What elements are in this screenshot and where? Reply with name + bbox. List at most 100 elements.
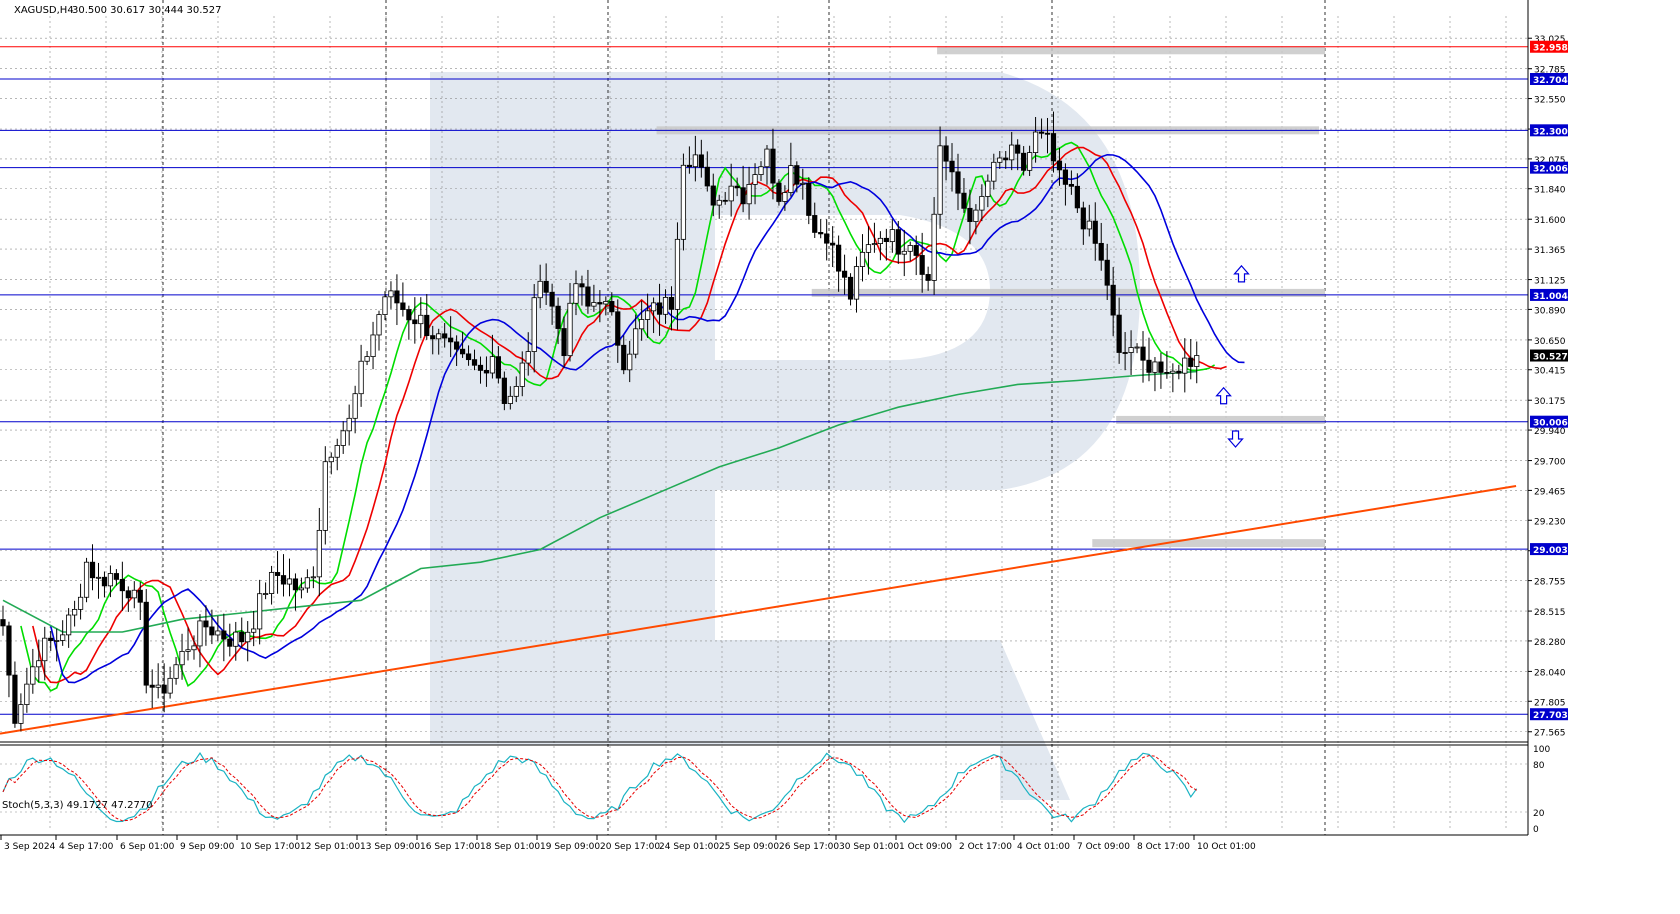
candle-body — [1146, 359, 1152, 373]
candle-body — [513, 386, 519, 397]
candle-body — [268, 572, 275, 594]
direction-arrows — [1215, 264, 1250, 448]
candle-body — [1128, 347, 1134, 353]
candle-body — [48, 637, 54, 641]
candle-body — [430, 335, 436, 340]
candle-body — [668, 297, 675, 310]
candle-body — [1194, 355, 1200, 367]
stoch-axis-label: 80 — [1533, 761, 1545, 771]
candle-body — [1164, 372, 1170, 374]
candle-body — [167, 677, 173, 694]
price-tag-label: 27.703 — [1533, 711, 1568, 721]
candle-body — [645, 310, 651, 320]
candle-body — [895, 229, 901, 255]
candle-body — [674, 238, 681, 310]
candle-body — [1015, 144, 1021, 154]
candle-body — [1170, 370, 1176, 374]
candle-body — [776, 182, 782, 202]
candle-body — [1086, 220, 1092, 230]
y-tick-label: 29.465 — [1534, 487, 1566, 497]
level-lines — [0, 46, 1528, 715]
x-tick-label: 7 Oct 09:00 — [1077, 842, 1130, 852]
candle-body — [656, 302, 663, 315]
candle-body — [477, 364, 484, 371]
candle-body — [442, 333, 448, 339]
candle-body — [388, 290, 394, 298]
candle-body — [364, 356, 370, 362]
y-tick-label: 28.280 — [1534, 638, 1566, 648]
candle-body — [6, 625, 12, 676]
candle-body — [346, 417, 352, 432]
candle-body — [424, 314, 430, 337]
candle-body — [1068, 183, 1074, 187]
candle-body — [495, 356, 501, 379]
stoch-label: Stoch(5,3,3) 49.1727 47.2770 — [2, 800, 153, 811]
candle-body — [1110, 284, 1116, 316]
candle-body — [597, 302, 603, 305]
candle-body — [191, 645, 197, 651]
candle-body — [471, 359, 478, 366]
candle-body — [525, 351, 531, 364]
candle-body — [507, 395, 513, 404]
candle-body — [937, 145, 943, 215]
candle-body — [692, 154, 698, 168]
x-tick-label: 25 Sep 09:00 — [719, 842, 779, 852]
candle-body — [465, 353, 472, 361]
candle-body — [841, 270, 848, 278]
candle-body — [113, 573, 119, 580]
candle-body — [1038, 131, 1045, 134]
candle-body — [197, 620, 203, 647]
candle-body — [746, 184, 752, 205]
candle-body — [609, 301, 615, 313]
price-tag — [1530, 349, 1568, 362]
y-tick-label: 28.755 — [1534, 578, 1566, 588]
candle-body — [883, 237, 889, 242]
candle-body — [591, 302, 597, 307]
candle-body — [245, 631, 251, 643]
candle-body — [836, 244, 842, 272]
candle-body — [549, 291, 555, 307]
x-tick-label: 26 Sep 17:00 — [779, 842, 839, 852]
candle-body — [203, 620, 209, 628]
candle-body — [1152, 361, 1158, 373]
arrow-up-icon — [1215, 386, 1232, 405]
candle-body — [149, 684, 155, 688]
candle-body — [728, 185, 734, 202]
price-tag — [1530, 543, 1568, 556]
candle-body — [818, 232, 824, 235]
candle-body — [1182, 357, 1188, 374]
candle-body — [316, 529, 322, 578]
y-tick-label: 29.700 — [1534, 458, 1566, 468]
candle-body — [567, 302, 573, 357]
y-tick-label: 30.650 — [1534, 337, 1566, 347]
candle-body — [561, 328, 567, 357]
candle-body — [448, 337, 454, 343]
x-tick-label: 2 Oct 17:00 — [959, 842, 1012, 852]
x-tick-label: 18 Sep 01:00 — [480, 842, 540, 852]
candle-body — [788, 165, 794, 193]
candle-body — [639, 319, 645, 330]
candle-body — [543, 280, 549, 293]
price-tag-label: 31.004 — [1533, 292, 1568, 302]
candle-body — [1021, 152, 1027, 171]
y-tick-label: 28.515 — [1534, 608, 1566, 618]
candle-body — [394, 290, 400, 304]
logo-leg — [1000, 640, 1070, 800]
ma-fast-line — [20, 141, 1216, 692]
candle-body — [650, 302, 657, 312]
candle-body — [1116, 314, 1122, 353]
candle-body — [710, 185, 716, 206]
price-tag — [1530, 288, 1568, 301]
candle-body — [1098, 242, 1104, 261]
candle-body — [95, 576, 102, 579]
ohlc-readout: 30.500 30.617 30.444 30.527 — [72, 5, 222, 16]
x-tick-label: 9 Sep 09:00 — [180, 842, 235, 852]
candle-body — [358, 360, 364, 395]
candle-body — [1003, 157, 1009, 161]
candle-body — [537, 280, 543, 299]
candle-body — [1092, 220, 1098, 244]
y-tick-label: 29.940 — [1534, 427, 1566, 437]
candle-body — [233, 631, 239, 647]
